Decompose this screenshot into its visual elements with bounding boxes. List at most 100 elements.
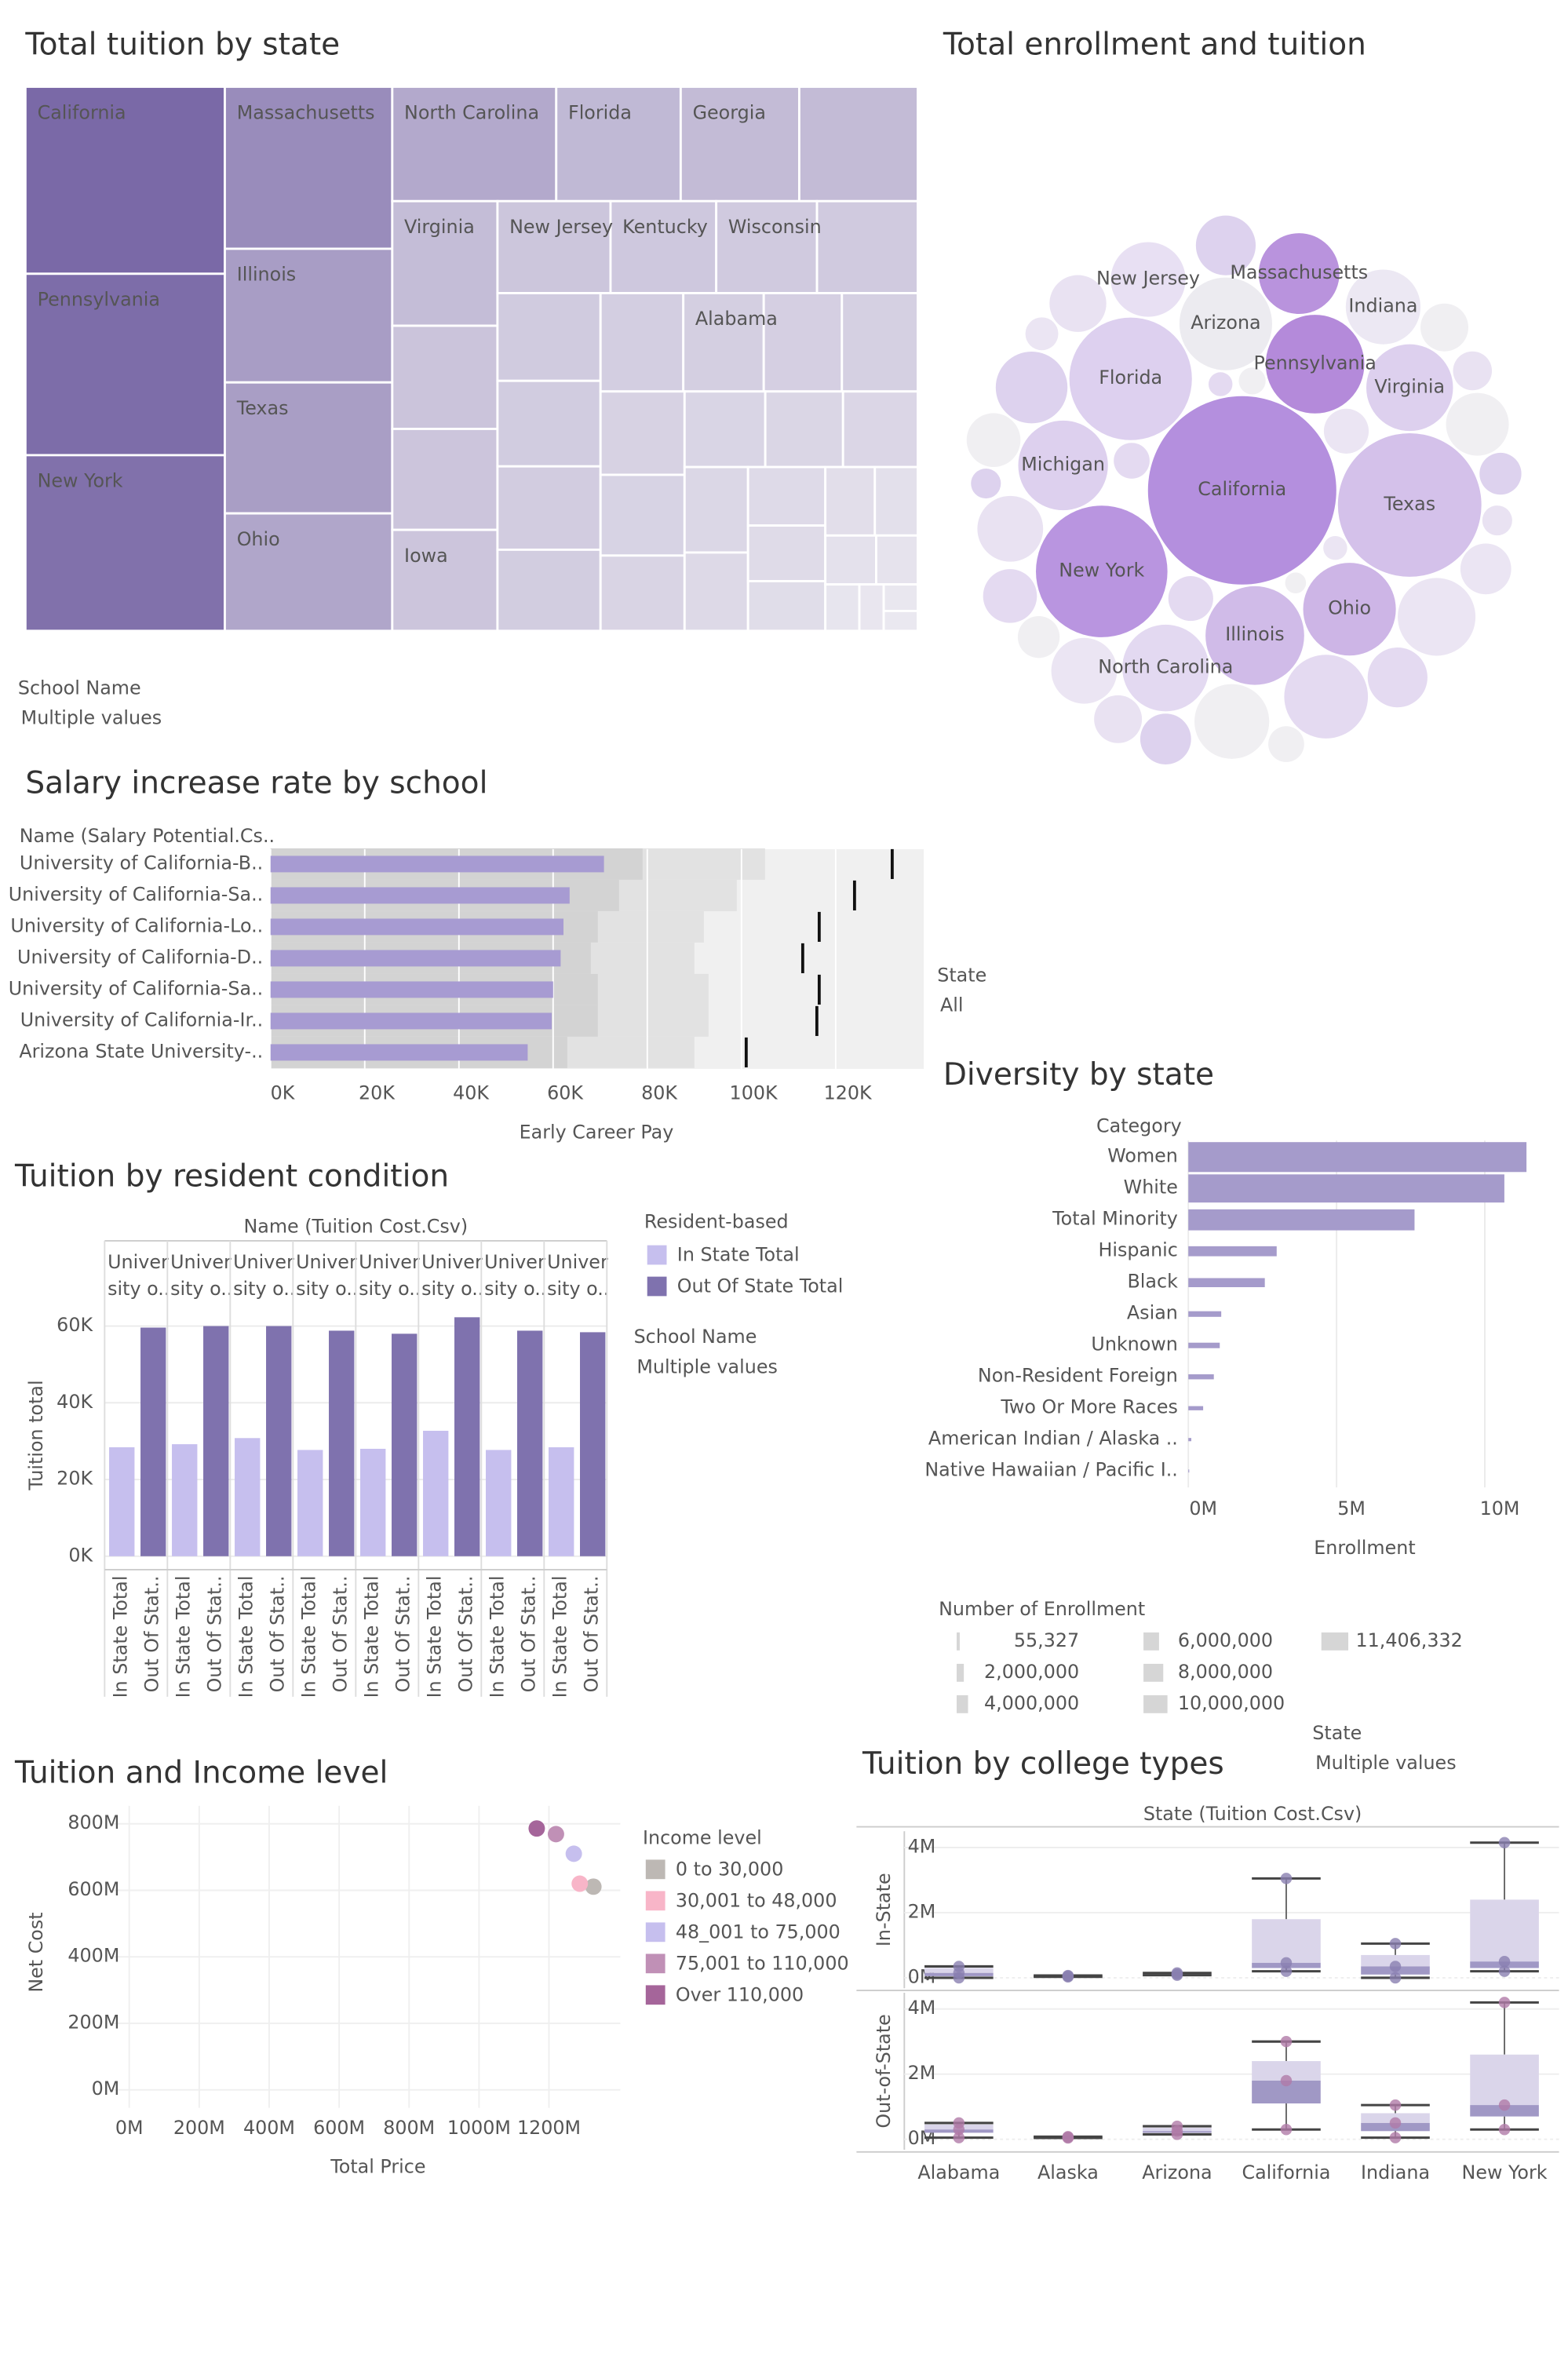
bubble-label: Massachusetts: [1230, 261, 1368, 283]
bar: [1188, 1469, 1190, 1473]
bubble: [1017, 615, 1060, 658]
box-point: [953, 2132, 965, 2143]
bubble-label: North Carolina: [1098, 656, 1233, 678]
chart-title: Total enrollment and tuition: [943, 27, 1366, 63]
bar: [270, 887, 570, 904]
x-tick-label: In State Total: [110, 1576, 132, 1698]
bar: [140, 1327, 166, 1556]
bubble-label: Illinois: [1225, 623, 1285, 645]
bar: [203, 1326, 229, 1556]
bubble-label: Arizona: [1191, 312, 1260, 334]
treemap-cell: [746, 580, 827, 633]
legend-swatch: [645, 1985, 665, 2005]
bubble: [1420, 303, 1469, 352]
bar: [270, 981, 553, 998]
bubble: [977, 495, 1044, 562]
bar: [329, 1330, 355, 1556]
box-point: [1498, 1837, 1511, 1849]
treemap-cell: [882, 583, 919, 612]
box-point: [1280, 1957, 1293, 1969]
treemap-cell: [496, 292, 602, 382]
bar: [266, 1326, 292, 1556]
bubble: [1479, 452, 1522, 495]
point: [547, 1826, 564, 1843]
cell-label: Wisconsin: [728, 216, 822, 238]
box-point: [1498, 2099, 1511, 2111]
chart-title: Diversity by state: [943, 1057, 1214, 1093]
column-header: Category: [1096, 1115, 1182, 1137]
bar: [172, 1444, 198, 1556]
treemap-cell: [224, 381, 394, 515]
row-label: Arizona State University-..: [19, 1040, 263, 1062]
x-tick-label: 1000M: [447, 2117, 511, 2139]
bubble: [1367, 648, 1428, 708]
bubble: [1238, 367, 1266, 395]
row-label: University of California-Lo..: [10, 914, 263, 936]
y-tick-label: 20K: [57, 1468, 93, 1490]
filter-title: State: [937, 964, 986, 986]
box-point: [1498, 1955, 1511, 1968]
bubble: [1446, 392, 1509, 456]
box-upper: [1361, 1954, 1430, 1967]
row-label: Asian: [1127, 1302, 1178, 1324]
treemap-cell: [815, 199, 919, 294]
legend-label: In State Total: [677, 1243, 800, 1265]
x-tick-label: 800M: [383, 2117, 435, 2139]
bubble: [1208, 372, 1233, 396]
x-tick-label: In State Total: [235, 1576, 257, 1698]
bar: [486, 1450, 512, 1556]
bubble: [1258, 233, 1340, 314]
x-tick-label: 40K: [453, 1082, 490, 1104]
size-legend-mark: [1143, 1663, 1164, 1682]
row-label: University of California-D..: [17, 946, 263, 968]
treemap-cell: [882, 609, 919, 633]
bar: [423, 1430, 449, 1556]
panel-header: Univer: [108, 1251, 169, 1273]
treemap-cell: [599, 473, 686, 557]
cell-label: Pennsylvania: [38, 289, 160, 311]
x-tick-label: 0M: [1189, 1498, 1217, 1519]
box-point: [1280, 1873, 1293, 1884]
x-tick-label: 0K: [271, 1082, 296, 1104]
treemap-cell: [762, 292, 844, 393]
treemap-cell: [764, 390, 844, 469]
cell-label: Texas: [236, 397, 289, 419]
x-axis-label: Total Price: [330, 2155, 425, 2177]
bubble: [995, 351, 1068, 424]
bubble: [1460, 543, 1511, 595]
y-tick-label: 800M: [67, 1811, 119, 1833]
cell-label: Iowa: [404, 545, 448, 567]
box-point: [1280, 2123, 1293, 2136]
filter-value: Multiple values: [1315, 1752, 1457, 1774]
size-legend-mark: [956, 1695, 968, 1713]
bubble-label: Ohio: [1328, 597, 1371, 619]
box-point: [1171, 1969, 1183, 1981]
filter-title: School Name: [634, 1326, 757, 1348]
bubble: [1168, 576, 1213, 622]
y-tick-label: 4M: [908, 1997, 936, 2019]
bubble-label: Virginia: [1374, 375, 1445, 397]
box-point: [1389, 2099, 1402, 2111]
size-legend-mark: [1321, 1632, 1349, 1651]
size-legend-label: 4,000,000: [984, 1692, 1079, 1714]
treemap-cell: [599, 390, 686, 476]
treemap-cell: [679, 86, 800, 202]
box-point: [1280, 2074, 1293, 2087]
treemap-cell: [841, 390, 919, 469]
treemap-cell: [24, 454, 226, 633]
treemap-cell: [391, 324, 499, 430]
box-point: [1389, 1961, 1402, 1972]
bar: [270, 855, 604, 873]
x-tick-label: 80K: [641, 1082, 678, 1104]
treemap-cell: [875, 534, 919, 586]
size-legend-mark: [956, 1632, 960, 1651]
cell-label: Florida: [568, 101, 632, 123]
treemap-cell: [841, 292, 919, 393]
treemap-cell: [746, 465, 827, 527]
bubble: [1114, 443, 1150, 479]
legend-label: Out Of State Total: [677, 1275, 844, 1297]
x-tick-label: Indiana: [1361, 2161, 1430, 2183]
legend-swatch: [645, 1922, 665, 1943]
row-label: University of California-Sa..: [9, 883, 264, 905]
box-point: [1498, 2123, 1511, 2136]
